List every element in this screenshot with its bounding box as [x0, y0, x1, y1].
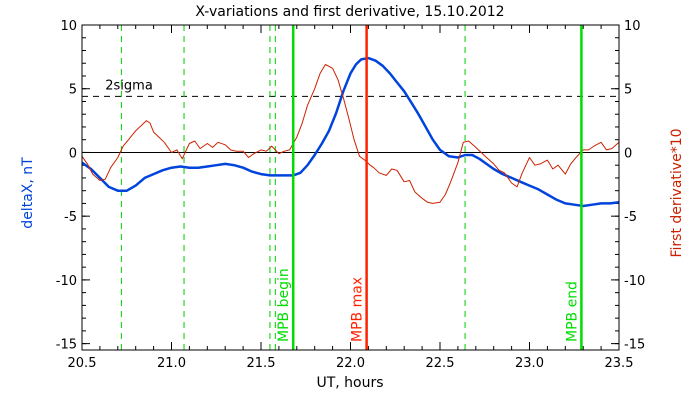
x-tick-label: 21.0 [157, 356, 186, 371]
y-tick-label-right: 10 [624, 19, 641, 34]
y-tick-label-left: -10 [56, 274, 77, 289]
data-series [81, 56, 620, 208]
x-tick-label: 22.0 [336, 356, 365, 371]
y-tick-label-right: -10 [624, 274, 645, 289]
sigma-label: 2sigma [105, 78, 153, 93]
series-derivative [81, 64, 620, 204]
y-tick-label-left: 10 [60, 19, 77, 34]
marker-labels: MPB begin MPB max MPB end [276, 25, 583, 350]
marker-label: MPB max [350, 277, 366, 342]
y-tick-label-right: 0 [624, 146, 632, 161]
marker-label: MPB end [564, 281, 580, 342]
y-tick-label-left: -5 [64, 210, 77, 225]
y-tick-label-left: -15 [56, 338, 77, 353]
y-tick-label-left: 0 [69, 146, 77, 161]
x-tick-label: 23.0 [515, 356, 544, 371]
x-tick-label: 22.5 [426, 356, 455, 371]
x-tick-label: 21.5 [247, 356, 276, 371]
plot-frame [81, 24, 620, 351]
y-tick-label-right: -5 [624, 210, 637, 225]
marker-label: MPB begin [276, 268, 292, 342]
x-tick-label: 20.5 [68, 356, 97, 371]
y-tick-label-right: -15 [624, 338, 645, 353]
x-axis-label: UT, hours [316, 375, 383, 391]
y-tick-label-right: 5 [624, 83, 632, 98]
series-deltax [81, 56, 620, 208]
y-axis-label-left: deltaX, nT [20, 157, 36, 229]
x-tick-label: 23.5 [605, 356, 634, 371]
y-axis-label-right: First derivative*10 [669, 128, 685, 257]
y-tick-label-left: 5 [69, 83, 77, 98]
chart-title: X-variations and first derivative, 15.10… [195, 4, 504, 20]
